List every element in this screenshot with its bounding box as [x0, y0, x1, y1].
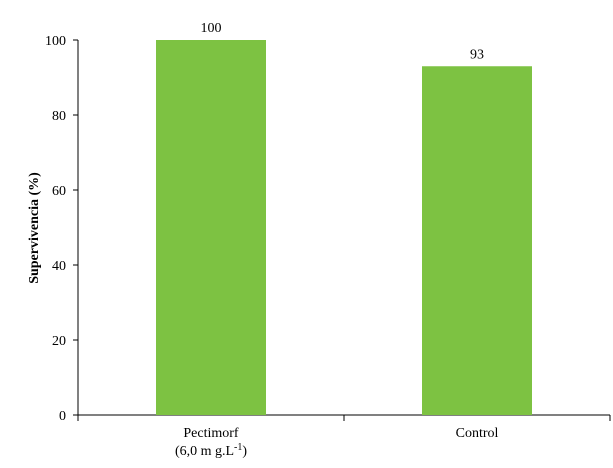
y-tick-label: 100: [45, 34, 66, 49]
bar: [422, 66, 532, 415]
x-tick-label: Control: [456, 426, 499, 441]
y-tick-label: 20: [52, 334, 66, 349]
y-tick-label: 40: [52, 259, 66, 274]
y-tick-label: 60: [52, 184, 66, 199]
plot-area: 0 20 40 60 80 100 100 Pectimorf(6,0 m g.L-1) 93 C…: [45, 21, 611, 459]
data-label: 93: [470, 47, 484, 62]
bar: [156, 40, 266, 415]
y-tick-label: 80: [52, 109, 66, 124]
x-tick-label: Pectimorf: [183, 426, 239, 441]
y-tick-label: 0: [59, 409, 66, 424]
y-axis-label: Supervivencia (%): [27, 172, 42, 284]
x-tick-sublabel: (6,0 m g.L-1): [175, 442, 247, 459]
data-label: 100: [201, 21, 222, 36]
